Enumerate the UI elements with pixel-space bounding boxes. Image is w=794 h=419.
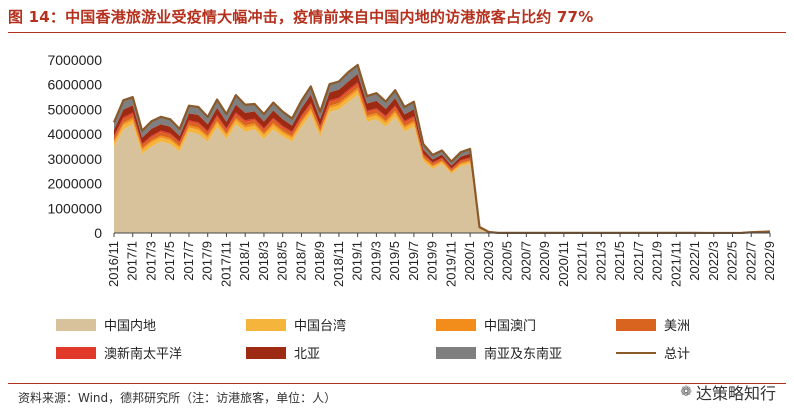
legend-label: 中国台湾 xyxy=(294,319,347,334)
x-tick-label: 2020/9 xyxy=(537,241,552,281)
x-tick-label: 2016/11 xyxy=(106,241,121,287)
legend-item: 总计 xyxy=(616,343,690,362)
legend-item: 美洲 xyxy=(616,315,690,334)
x-tick-label: 2020/11 xyxy=(556,241,571,287)
x-tick-label: 2019/3 xyxy=(368,241,383,281)
legend-label: 美洲 xyxy=(664,319,691,334)
legend-swatch xyxy=(246,346,286,359)
x-tick-label: 2022/1 xyxy=(687,241,702,281)
x-tick-label: 2021/5 xyxy=(612,241,627,281)
x-axis: 2016/11 2017/1 2017/3 2017/5 2017/7 2017/9 201… xyxy=(106,232,777,287)
x-tick-label: 2022/5 xyxy=(725,241,740,281)
x-tick-label: 2019/5 xyxy=(387,241,402,281)
source-divider xyxy=(8,383,786,384)
legend-swatch xyxy=(56,318,96,331)
legend-item: 南亚及东南亚 xyxy=(436,343,562,362)
source-note: 资料来源：Wind，德邦研究所（注：访港旅客，单位：人） xyxy=(18,391,337,405)
legend-item: 中国澳门 xyxy=(436,315,536,334)
title-divider xyxy=(8,32,786,33)
legend-item: 中国内地 xyxy=(56,315,156,334)
stacked-area-chart: 0 1000000 2000000 3000000 4000000 5000000 6000… xyxy=(47,52,777,287)
x-tick-label: 2017/5 xyxy=(162,241,177,281)
legend-label: 澳新南太平洋 xyxy=(104,347,183,362)
x-tick-label: 2018/1 xyxy=(237,241,252,281)
x-tick-label: 2021/1 xyxy=(575,241,590,281)
y-tick-label: 3000000 xyxy=(47,151,102,167)
wechat-icon: ❁ xyxy=(680,384,692,400)
legend-swatch xyxy=(436,346,476,359)
y-axis: 0 1000000 2000000 3000000 4000000 5000000 6000… xyxy=(47,52,102,241)
x-tick-label: 2018/11 xyxy=(331,241,346,287)
figure-title: 图 14：中国香港旅游业受疫情大幅冲击，疫情前来自中国内地的访港旅客占比约 77… xyxy=(8,8,594,26)
y-tick-label: 5000000 xyxy=(47,101,102,117)
x-tick-label: 2018/3 xyxy=(256,241,271,281)
y-tick-label: 2000000 xyxy=(47,176,102,192)
y-tick-label: 6000000 xyxy=(47,77,102,93)
legend-swatch xyxy=(56,346,96,359)
x-tick-label: 2019/7 xyxy=(406,241,421,281)
x-tick-label: 2022/7 xyxy=(743,241,758,281)
legend-swatch xyxy=(246,318,286,331)
x-tick-label: 2020/7 xyxy=(518,241,533,281)
legend-label: 北亚 xyxy=(294,347,321,362)
watermark-text: 达策略知行 xyxy=(695,384,776,403)
x-tick-label: 2018/7 xyxy=(293,241,308,281)
x-tick-label: 2017/1 xyxy=(125,241,140,281)
legend-swatch xyxy=(616,351,656,354)
x-tick-label: 2017/7 xyxy=(181,241,196,281)
legend-label: 南亚及东南亚 xyxy=(484,347,563,362)
x-tick-label: 2020/3 xyxy=(481,241,496,281)
x-tick-label: 2017/11 xyxy=(218,241,233,287)
x-tick-label: 2018/5 xyxy=(275,241,290,281)
series-areas xyxy=(114,64,770,233)
x-tick-label: 2018/9 xyxy=(312,241,327,281)
x-tick-label: 2022/3 xyxy=(706,241,721,281)
legend-item: 澳新南太平洋 xyxy=(56,343,182,362)
x-tick-label: 2022/9 xyxy=(762,241,777,281)
y-tick-label: 7000000 xyxy=(47,52,102,68)
legend-swatch xyxy=(436,318,476,331)
x-tick-label: 2017/3 xyxy=(143,241,158,281)
legend-swatch xyxy=(616,318,656,331)
y-tick-label: 1000000 xyxy=(47,200,102,216)
x-tick-label: 2021/3 xyxy=(593,241,608,281)
x-tick-label: 2020/1 xyxy=(462,241,477,281)
x-tick-label: 2019/9 xyxy=(425,241,440,281)
area-series-0 xyxy=(114,94,770,233)
legend-item: 中国台湾 xyxy=(246,315,346,334)
x-tick-label: 2021/11 xyxy=(668,241,683,287)
x-tick-label: 2020/5 xyxy=(500,241,515,281)
watermark: ❁ 达策略知行 xyxy=(680,380,776,404)
x-tick-label: 2019/11 xyxy=(443,241,458,287)
y-tick-label: 0 xyxy=(94,225,102,241)
x-tick-label: 2021/9 xyxy=(650,241,665,281)
x-tick-label: 2017/9 xyxy=(200,241,215,281)
legend-label: 中国澳门 xyxy=(484,319,537,334)
x-tick-label: 2021/7 xyxy=(631,241,646,281)
legend-label: 总计 xyxy=(664,347,691,362)
legend-label: 中国内地 xyxy=(104,319,157,334)
y-tick-label: 4000000 xyxy=(47,126,102,142)
x-tick-label: 2019/1 xyxy=(350,241,365,281)
legend-item: 北亚 xyxy=(246,343,320,362)
